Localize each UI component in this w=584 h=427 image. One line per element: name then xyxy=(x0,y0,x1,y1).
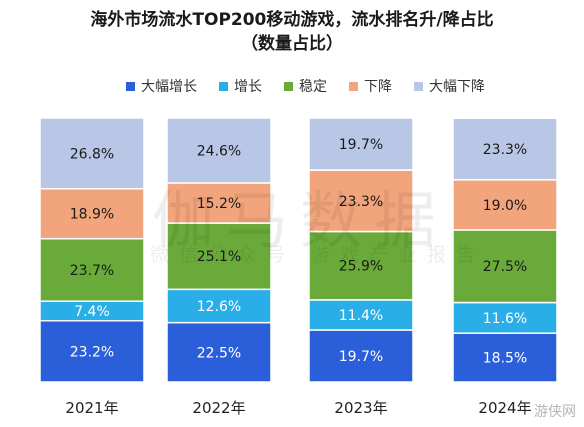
bar-segment xyxy=(452,332,558,383)
bar-segment xyxy=(39,117,145,190)
data-label: 11.4% xyxy=(339,308,383,324)
data-label: 19.7% xyxy=(339,137,383,153)
data-label: 25.9% xyxy=(339,259,383,275)
bar-segment xyxy=(308,169,414,233)
data-label: 23.3% xyxy=(483,142,527,158)
bar-segment xyxy=(452,301,558,334)
data-label: 19.7% xyxy=(339,349,383,365)
data-label: 12.6% xyxy=(197,299,241,315)
x-tick-label: 2024年 xyxy=(478,399,531,417)
legend-item: 增长 xyxy=(219,76,262,96)
data-label: 23.7% xyxy=(70,263,114,279)
legend-swatch xyxy=(284,81,293,91)
bar-segment xyxy=(452,229,558,304)
x-tick-label: 2023年 xyxy=(334,399,387,417)
x-tick-label: 2021年 xyxy=(65,399,118,417)
bar-segment xyxy=(39,320,145,383)
bar-segment xyxy=(166,321,272,383)
data-label: 15.2% xyxy=(197,196,241,212)
legend-label: 大幅下降 xyxy=(429,79,485,95)
bar-segment xyxy=(166,288,272,324)
chart-legend: 大幅增长 增长 稳定 下降 大幅下降 xyxy=(126,76,485,96)
data-label: 18.5% xyxy=(483,351,527,367)
legend-swatch xyxy=(126,81,135,91)
x-tick-label: 2022年 xyxy=(192,399,245,417)
legend-item: 稳定 xyxy=(284,76,327,96)
legend-label: 大幅增长 xyxy=(141,79,197,95)
data-label: 27.5% xyxy=(483,259,527,275)
bar-segment xyxy=(308,230,414,301)
legend-item: 下降 xyxy=(349,76,392,96)
bar-segment xyxy=(166,117,272,184)
data-label: 18.9% xyxy=(70,207,114,223)
legend-swatch xyxy=(349,81,358,91)
data-label: 26.8% xyxy=(70,146,114,162)
bar-segment xyxy=(452,117,558,181)
bar-segment xyxy=(308,329,414,383)
data-label: 7.4% xyxy=(74,304,110,320)
legend-item: 大幅下降 xyxy=(414,76,485,96)
chart-title-line-2: （数量占比） xyxy=(241,34,343,54)
data-label: 22.5% xyxy=(197,345,241,361)
data-label: 11.6% xyxy=(483,311,527,327)
legend-label: 稳定 xyxy=(299,79,327,95)
legend-swatch xyxy=(414,81,423,91)
bar-segment xyxy=(166,222,272,291)
chart-title-line-1: 海外市场流水TOP200移动游戏，流水排名升/降占比 xyxy=(90,10,494,30)
legend-label: 增长 xyxy=(234,79,262,95)
bar-segment xyxy=(452,179,558,231)
legend-item: 大幅增长 xyxy=(126,76,197,96)
legend-swatch xyxy=(219,81,228,91)
bar-segment xyxy=(308,299,414,331)
data-label: 23.2% xyxy=(70,344,114,360)
corner-watermark: 游侠网 xyxy=(534,404,576,420)
data-label: 19.0% xyxy=(483,198,527,214)
data-label: 23.3% xyxy=(339,194,383,210)
legend-label: 下降 xyxy=(364,79,392,95)
data-label: 24.6% xyxy=(197,143,241,159)
bar-segment xyxy=(308,117,414,171)
data-label: 25.1% xyxy=(197,249,241,265)
